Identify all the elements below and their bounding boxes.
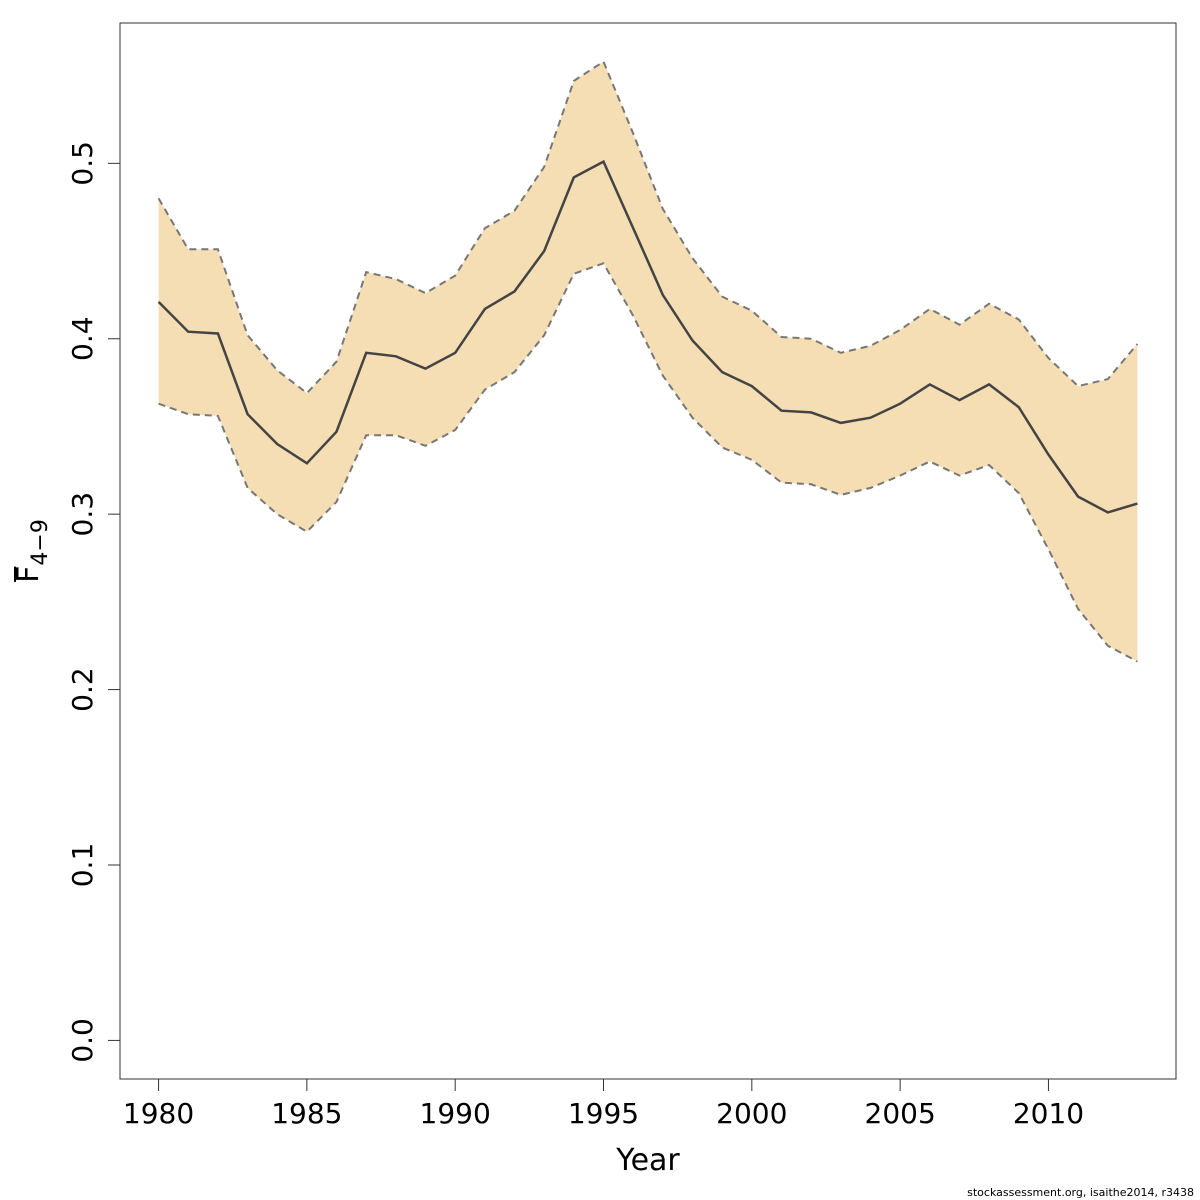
footer-credit: stockassessment.org, isaithe2014, r3438 [967,1186,1194,1199]
x-tick-label: 1980 [123,1097,194,1130]
y-axis-title-main: F [11,566,46,583]
x-tick-label: 1990 [420,1097,491,1130]
y-tick-label: 0.2 [66,667,99,712]
y-tick-label: 0.5 [66,141,99,186]
x-axis: 1980 1985 1990 1995 2000 2005 2010 [123,1078,1084,1130]
confidence-band [158,61,1138,662]
y-tick-label: 0.4 [66,316,99,361]
y-axis: 0.0 0.1 0.2 0.3 0.4 0.5 [66,141,121,1063]
lower-bound-line [158,262,1138,663]
x-tick-label: 2005 [865,1097,936,1130]
y-tick-label: 0.1 [66,843,99,888]
x-axis-title: Year [615,1143,680,1178]
y-tick-label: 0.0 [66,1018,99,1063]
estimate-line [157,159,1138,514]
y-tick-label: 0.3 [66,492,99,537]
x-tick-label: 1985 [271,1097,342,1130]
y-axis-title-subscript: 4−9 [28,519,53,565]
svg-text:F4−9: F4−9 [11,519,53,583]
x-tick-label: 2010 [1013,1097,1084,1130]
y-axis-title: F4−9 [11,519,53,583]
x-tick-label: 2000 [716,1097,787,1130]
x-tick-label: 1995 [568,1097,639,1130]
